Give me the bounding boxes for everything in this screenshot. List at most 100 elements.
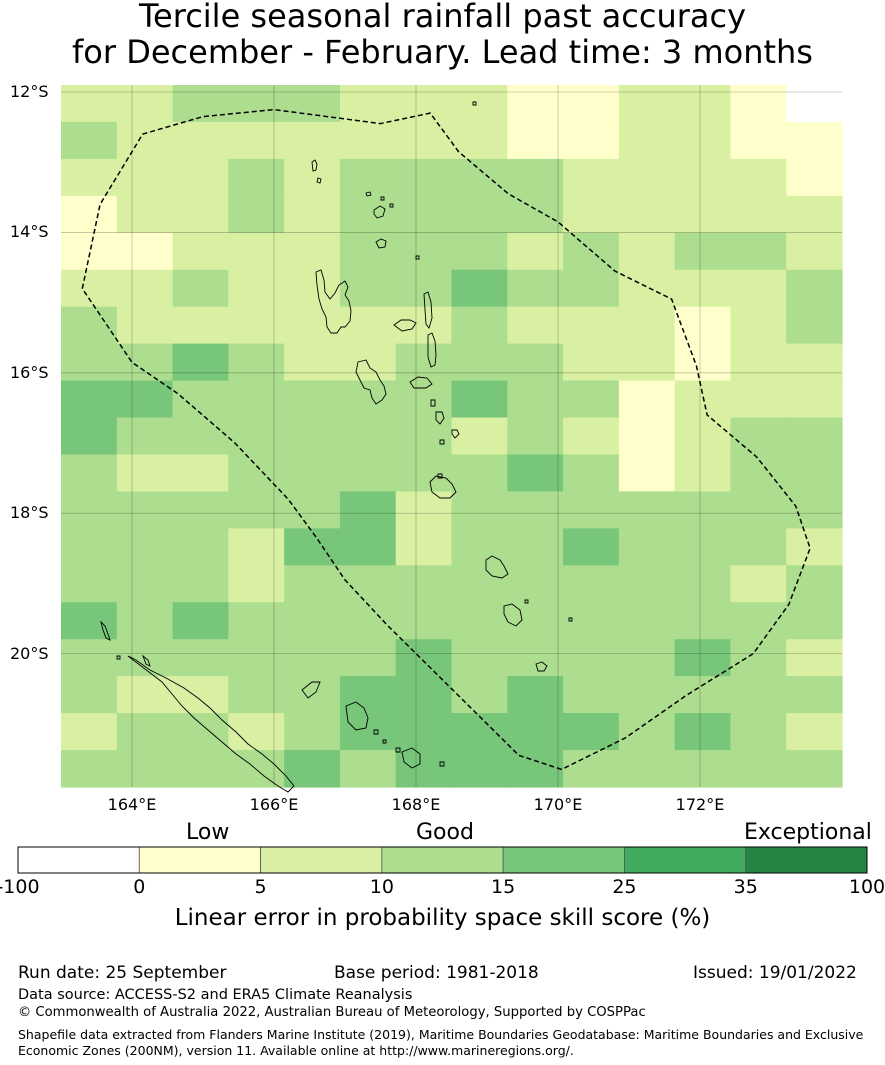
grid-cell: [61, 639, 118, 677]
grid-cell: [618, 565, 676, 603]
grid-cell: [730, 343, 787, 382]
grid-cell: [116, 232, 174, 271]
grid-cell: [172, 232, 229, 271]
grid-cell: [786, 232, 843, 271]
grid-cell: [228, 343, 285, 382]
grid-cell: [228, 121, 285, 160]
grid-cell: [61, 713, 118, 751]
grid-cell: [451, 343, 508, 382]
grid-cell: [674, 454, 732, 493]
grid-cell: [61, 269, 118, 308]
grid-cell: [451, 713, 508, 751]
grid-cell: [284, 269, 341, 308]
grid-cell: [284, 85, 341, 123]
grid-cell: [786, 85, 843, 123]
grid-cell: [228, 676, 285, 714]
island: [116, 655, 121, 660]
grid-cell: [786, 639, 843, 677]
colorbar-tick-label: 100: [848, 876, 885, 898]
grid-cell: [451, 269, 508, 308]
grid-cell: [395, 269, 453, 308]
grid-cell: [228, 639, 285, 677]
grid-cell: [674, 713, 732, 751]
grid-cell: [172, 195, 229, 234]
eez-boundary-line: [81, 108, 811, 771]
grid-cell: [61, 85, 118, 123]
grid-cell: [674, 195, 732, 234]
grid-cell: [339, 565, 397, 603]
island-mare: [401, 747, 421, 769]
grid-cell: [395, 491, 453, 529]
grid-cell: [395, 158, 453, 197]
grid-cell: [730, 639, 787, 677]
colorbar-tick-label: 15: [491, 876, 516, 898]
grid-cell: [228, 195, 285, 234]
grid-cell: [339, 417, 397, 456]
island: [395, 747, 401, 753]
grid-cell: [786, 195, 843, 234]
grid-cell: [284, 565, 341, 603]
grid-cell: [451, 121, 508, 160]
grid-cell: [395, 676, 453, 714]
grid-cell: [395, 454, 453, 493]
colorbar-tick-label: 5: [254, 876, 267, 898]
grid-cell: [339, 121, 397, 160]
grid-cell: [674, 343, 732, 382]
grid-cell: [116, 602, 174, 640]
island-maewo: [423, 291, 433, 329]
grid-cell: [339, 750, 397, 788]
grid-cell: [563, 713, 620, 751]
map-gridlines: [61, 85, 842, 787]
lat-tick-label: 20°S: [10, 643, 49, 663]
grid-cell: [61, 380, 118, 419]
grid-cell: [786, 602, 843, 640]
grid-cell: [395, 602, 453, 640]
grid-cell: [228, 232, 285, 271]
grid-cell: [618, 713, 676, 751]
island-grande-terre: [127, 655, 295, 793]
island-pentecost: [427, 332, 437, 368]
grid-cell: [451, 417, 508, 456]
grid-cell: [507, 417, 564, 456]
island: [389, 203, 394, 208]
colorbar: [17, 846, 868, 874]
grid-cell: [618, 454, 676, 493]
grid-cell: [618, 380, 676, 419]
grid-cell: [507, 750, 564, 788]
grid-cell: [507, 232, 564, 271]
grid-cell: [339, 491, 397, 529]
grid-cell: [61, 343, 118, 382]
grid-cell: [395, 713, 453, 751]
grid-cell: [395, 85, 453, 123]
grid-cell: [61, 195, 118, 234]
grid-cell: [339, 602, 397, 640]
grid-cell: [61, 491, 118, 529]
island: [301, 681, 321, 699]
island: [365, 191, 372, 197]
lon-tick-label: 172°E: [675, 795, 725, 814]
grid-cell: [228, 602, 285, 640]
grid-cell: [507, 158, 564, 197]
grid-cell: [674, 417, 732, 456]
grid-cell: [563, 195, 620, 234]
island: [373, 205, 386, 219]
grid-cell: [339, 343, 397, 382]
lon-tick-label: 166°E: [249, 795, 299, 814]
grid-cell: [395, 417, 453, 456]
grid-cell: [61, 232, 118, 271]
grid-cell: [507, 639, 564, 677]
grid-cell: [563, 676, 620, 714]
island: [439, 439, 445, 445]
shapefile-credit-line1: Shapefile data extracted from Flanders M…: [18, 1027, 864, 1042]
grid-cell: [618, 750, 676, 788]
grid-cell: [172, 713, 229, 751]
grid-cell: [172, 750, 229, 788]
grid-cell: [786, 343, 843, 382]
island: [311, 159, 318, 172]
grid-cell: [618, 491, 676, 529]
grid-cell: [730, 750, 787, 788]
grid-cell: [451, 676, 508, 714]
grid-cell: [730, 269, 787, 308]
grid-cell: [730, 417, 787, 456]
grid-cell: [786, 565, 843, 603]
